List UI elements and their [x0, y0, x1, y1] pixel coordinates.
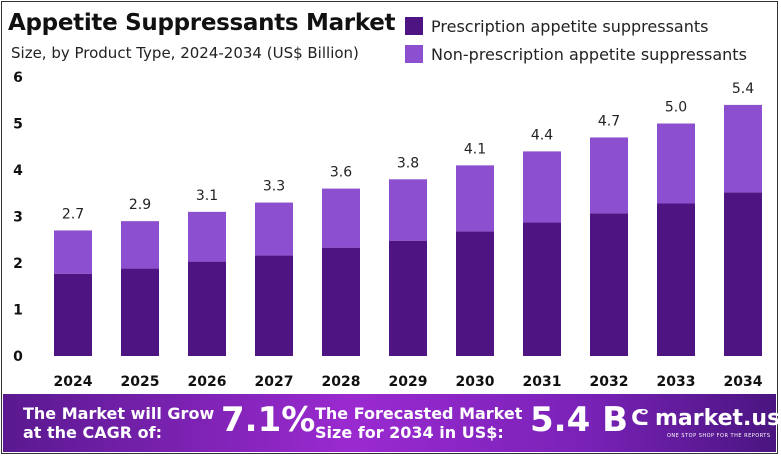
- footer-banner: The Market will Grow at the CAGR of: 7.1…: [3, 394, 780, 452]
- x-tick-label: 2034: [724, 374, 763, 390]
- data-label: 4.7: [598, 113, 620, 129]
- data-label: 3.3: [263, 179, 285, 195]
- logo-tagline: ONE STOP SHOP FOR THE REPORTS: [667, 433, 771, 439]
- legend-swatch: [405, 45, 423, 63]
- chart-subtitle: Size, by Product Type, 2024-2034 (US$ Bi…: [11, 44, 359, 62]
- bar-segment-prescription: [322, 247, 360, 356]
- data-label: 4.1: [464, 141, 486, 157]
- cagr-label: The Market will Grow at the CAGR of:: [23, 404, 214, 442]
- bar-segment-prescription: [188, 261, 226, 356]
- x-tick-label: 2029: [389, 374, 428, 390]
- legend-swatch: [405, 17, 423, 35]
- x-tick-label: 2025: [121, 374, 160, 390]
- bar-segment-non-prescription: [121, 221, 159, 269]
- y-tick-label: 0: [13, 349, 23, 365]
- data-label: 5.0: [665, 100, 687, 116]
- y-tick-label: 1: [13, 303, 23, 319]
- y-tick-label: 3: [13, 210, 23, 226]
- data-label: 2.9: [129, 197, 151, 213]
- bar-segment-prescription: [523, 222, 561, 356]
- cagr-label-line: The Market will Grow: [23, 404, 215, 423]
- bar-segment-prescription: [724, 192, 762, 356]
- legend-item-prescription: Prescription appetite suppressants: [405, 12, 747, 40]
- bar-segment-prescription: [590, 213, 628, 356]
- x-tick-label: 2028: [322, 374, 361, 390]
- x-tick-label: 2030: [456, 374, 495, 390]
- cagr-label-line: at the CAGR of:: [23, 423, 162, 442]
- y-tick-label: 6: [13, 70, 23, 86]
- legend-label: Prescription appetite suppressants: [431, 16, 709, 36]
- forecast-value: 5.4 B: [530, 400, 628, 440]
- bar-segment-prescription: [54, 273, 92, 356]
- data-label: 3.8: [397, 155, 419, 171]
- cagr-value: 7.1%: [221, 400, 316, 440]
- bar-segment-non-prescription: [255, 202, 293, 256]
- bar-segment-prescription: [121, 268, 159, 356]
- x-tick-label: 2027: [255, 374, 294, 390]
- bar-segment-non-prescription: [590, 137, 628, 214]
- y-tick-label: 4: [13, 163, 23, 179]
- legend-item-non-prescription: Non-prescription appetite suppressants: [405, 40, 747, 68]
- bar-segment-prescription: [456, 231, 494, 356]
- data-label: 5.4: [732, 81, 754, 97]
- chart-title: Appetite Suppressants Market: [8, 10, 396, 36]
- x-tick-label: 2033: [657, 374, 696, 390]
- market-us-logo: ᕦ market.us ONE STOP SHOP FOR THE REPORT…: [631, 406, 781, 439]
- y-tick-label: 5: [13, 117, 23, 133]
- data-label: 3.1: [196, 188, 218, 204]
- bar-segment-non-prescription: [657, 123, 695, 204]
- data-label: 4.4: [531, 127, 553, 143]
- bar-segment-prescription: [657, 203, 695, 356]
- bar-segment-non-prescription: [523, 151, 561, 223]
- x-tick-label: 2032: [590, 374, 629, 390]
- bar-segment-prescription: [389, 240, 427, 356]
- x-tick-label: 2024: [54, 374, 93, 390]
- x-tick-label: 2031: [523, 374, 562, 390]
- data-label: 2.7: [62, 206, 84, 222]
- forecast-label-line: Size for 2034 in US$:: [315, 423, 504, 442]
- forecast-label-line: The Forecasted Market: [315, 404, 523, 423]
- bar-segment-non-prescription: [389, 179, 427, 241]
- legend: Prescription appetite suppressants Non-p…: [405, 12, 747, 68]
- x-tick-label: 2026: [188, 374, 227, 390]
- logo-mark-icon: ᕦ: [631, 406, 649, 431]
- logo-name: market.us: [654, 406, 781, 431]
- y-tick-label: 2: [13, 256, 23, 272]
- data-label: 3.6: [330, 165, 352, 181]
- bar-segment-non-prescription: [456, 165, 494, 232]
- forecast-label: The Forecasted Market Size for 2034 in U…: [315, 404, 522, 442]
- bar-segment-non-prescription: [322, 188, 360, 248]
- bar-segment-non-prescription: [54, 230, 92, 274]
- bar-segment-non-prescription: [188, 211, 226, 262]
- legend-label: Non-prescription appetite suppressants: [431, 44, 747, 64]
- bar-segment-prescription: [255, 255, 293, 356]
- bar-segment-non-prescription: [724, 104, 762, 193]
